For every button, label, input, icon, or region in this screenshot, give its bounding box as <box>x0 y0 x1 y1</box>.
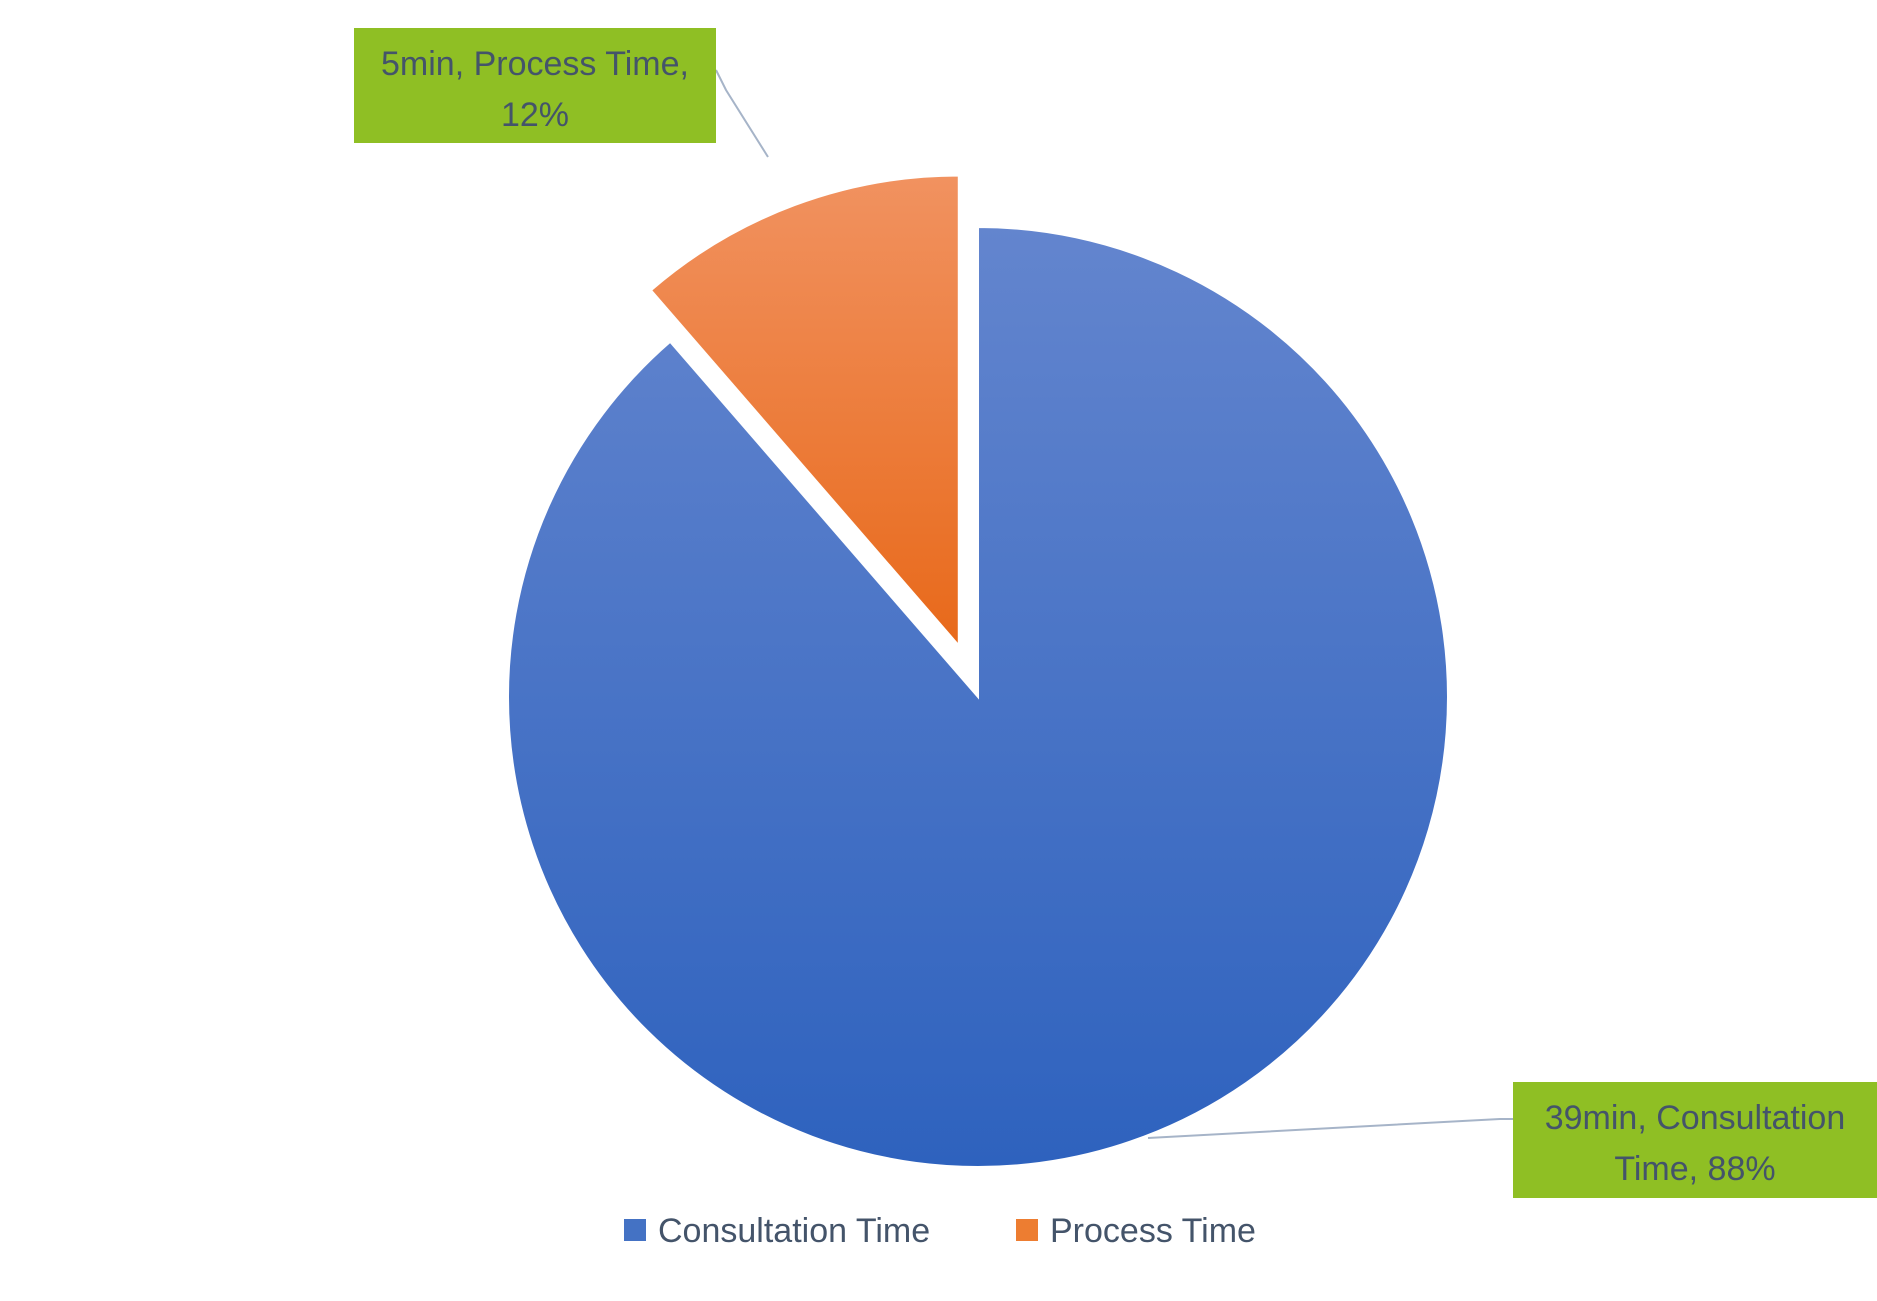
pie-slice-consultation-time <box>507 225 1449 1168</box>
data-label-consultation-time: 39min, Consultation Time, 88% <box>1513 1082 1877 1198</box>
leader-line-process-time <box>715 69 769 158</box>
data-label-line2: 12% <box>501 96 569 134</box>
legend-label: Process Time <box>1050 1212 1256 1250</box>
legend-label: Consultation Time <box>658 1212 930 1250</box>
data-label-process-time: 5min, Process Time, 12% <box>354 28 716 143</box>
legend-swatch <box>624 1219 646 1241</box>
leader-lines <box>715 69 1513 1139</box>
data-label-box <box>1513 1082 1877 1198</box>
data-label-box <box>354 28 716 143</box>
legend-item-process-time: Process Time <box>1016 1212 1256 1250</box>
data-label-line2: Time, 88% <box>1614 1150 1775 1188</box>
data-label-line1: 39min, Consultation <box>1545 1099 1846 1137</box>
leader-line-consultation-time <box>1147 1118 1513 1139</box>
legend-item-consultation-time: Consultation Time <box>624 1212 930 1250</box>
legend: Consultation Time Process Time <box>624 1212 1256 1250</box>
data-labels: 39min, Consultation Time, 88% 5min, Proces… <box>354 28 1877 1198</box>
legend-swatch <box>1016 1219 1038 1241</box>
pie-slices <box>507 174 1449 1168</box>
pie-slice-process-time <box>649 174 960 649</box>
data-label-line1: 5min, Process Time, <box>381 45 689 83</box>
